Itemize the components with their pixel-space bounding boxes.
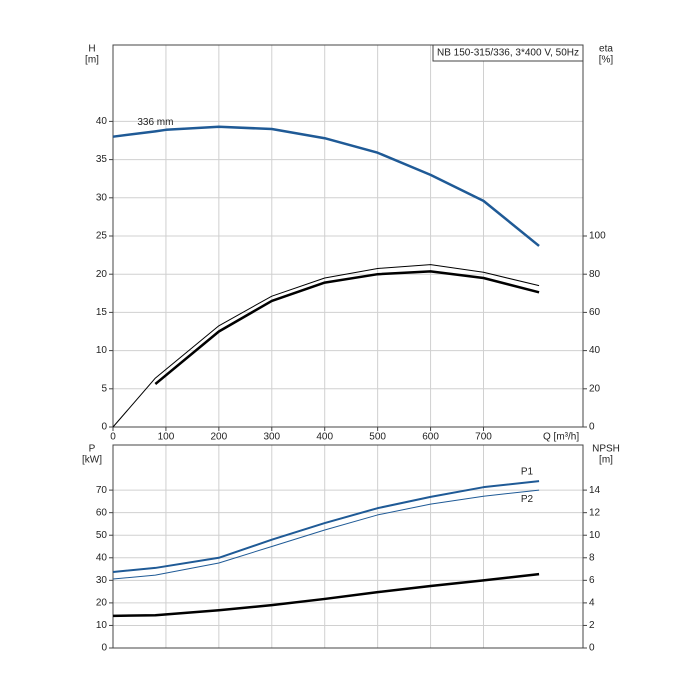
x-tick-label: 300 — [263, 432, 280, 443]
y-tick-label: 15 — [96, 307, 108, 318]
x-tick-label: 500 — [369, 432, 386, 443]
x-tick-label: 100 — [158, 432, 175, 443]
title-box — [432, 44, 584, 62]
y-tick-label: 20 — [96, 269, 108, 280]
y2-tick-label: 0 — [589, 422, 595, 433]
y2-tick-label: 6 — [589, 575, 595, 586]
y-tick-label: 40 — [96, 552, 108, 563]
y-axis-label: P — [89, 444, 96, 455]
y2-axis-label: [m] — [599, 455, 613, 466]
y-tick-label: 30 — [96, 575, 108, 586]
curve — [154, 270, 540, 385]
y2-tick-label: 100 — [589, 231, 606, 242]
y-tick-label: 50 — [96, 530, 108, 541]
y2-tick-label: 80 — [589, 269, 601, 280]
y-tick-label: 0 — [101, 643, 107, 654]
y-tick-label: 70 — [96, 485, 108, 496]
y2-tick-label: 4 — [589, 598, 595, 609]
x-tick-label: 0 — [110, 432, 116, 443]
y-tick-label: 35 — [96, 154, 108, 165]
curve — [112, 125, 540, 247]
curve — [112, 480, 540, 573]
curve — [112, 572, 540, 618]
curve — [112, 489, 540, 580]
y-tick-label: 40 — [96, 116, 108, 127]
y2-tick-label: 2 — [589, 620, 595, 631]
x-axis-label: Q [m³/h] — [543, 432, 579, 443]
y-tick-label: 25 — [96, 231, 108, 242]
series-label: P2 — [521, 494, 534, 505]
y2-tick-label: 14 — [589, 485, 601, 496]
x-tick-label: 600 — [422, 432, 439, 443]
y-tick-label: 20 — [96, 598, 108, 609]
y2-tick-label: 20 — [589, 383, 601, 394]
y-tick-label: 10 — [96, 620, 108, 631]
x-tick-label: 700 — [475, 432, 492, 443]
y-tick-label: 60 — [96, 507, 108, 518]
y2-axis-label: eta — [599, 44, 613, 55]
series-label: 336 mm — [137, 117, 173, 128]
curve — [112, 264, 540, 428]
y2-tick-label: 10 — [589, 530, 601, 541]
x-tick-label: 400 — [316, 432, 333, 443]
chart-title: NB 150-315/336, 3*400 V, 50Hz — [437, 48, 579, 59]
y2-tick-label: 0 — [589, 643, 595, 654]
y2-tick-label: 40 — [589, 345, 601, 356]
y2-tick-label: 60 — [589, 307, 601, 318]
y2-axis-label: NPSH — [592, 444, 620, 455]
y-axis-label: H — [88, 44, 95, 55]
y-tick-label: 5 — [101, 383, 107, 394]
y2-tick-label: 8 — [589, 552, 595, 563]
y-axis-label: [m] — [85, 55, 99, 66]
y2-tick-label: 12 — [589, 507, 601, 518]
y-tick-label: 0 — [101, 422, 107, 433]
series-label: P1 — [521, 467, 534, 478]
y-tick-label: 10 — [96, 345, 108, 356]
x-tick-label: 200 — [211, 432, 228, 443]
y2-axis-label: [%] — [599, 55, 614, 66]
plot-frame — [112, 444, 584, 649]
y-tick-label: 30 — [96, 192, 108, 203]
y-axis-label: [kW] — [82, 455, 102, 466]
